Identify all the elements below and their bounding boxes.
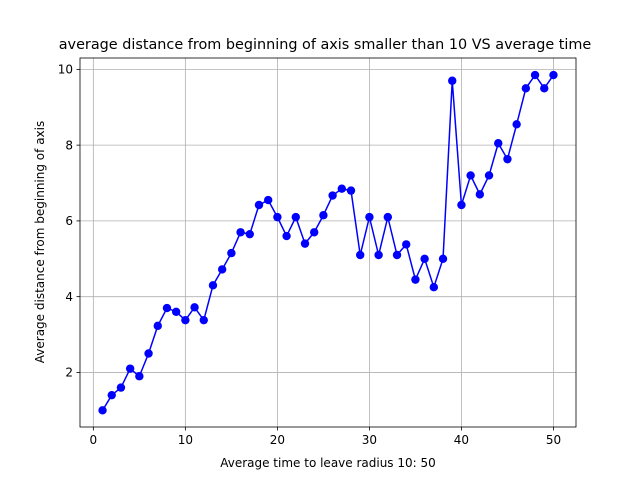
series-layer: [98, 70, 558, 415]
data-point: [273, 212, 282, 222]
data-point: [521, 84, 531, 93]
data-point: [448, 76, 457, 85]
y-tick-label: 10: [58, 63, 73, 77]
data-point: [392, 250, 402, 260]
data-point: [282, 231, 291, 241]
data-point: [530, 70, 540, 80]
data-point: [162, 303, 172, 313]
data-point: [383, 212, 393, 222]
plot-frame: [79, 57, 577, 428]
x-tick-label: 20: [270, 433, 285, 447]
x-tick-label: 10: [178, 433, 193, 447]
data-point: [263, 195, 273, 205]
data-point: [199, 315, 208, 325]
data-point: [420, 254, 429, 263]
data-point: [291, 212, 300, 222]
data-point: [135, 372, 144, 381]
data-point: [356, 250, 365, 260]
data-point: [402, 240, 411, 249]
x-axis-label: Average time to leave radius 10: 50: [220, 456, 436, 470]
y-tick-label: 4: [65, 290, 73, 304]
chart-title: average distance from beginning of axis …: [59, 37, 592, 53]
data-point: [153, 321, 162, 331]
data-point: [475, 190, 485, 199]
y-tick-label: 8: [65, 138, 73, 152]
data-point: [217, 265, 227, 274]
data-point: [374, 250, 383, 260]
data-point: [309, 228, 319, 237]
x-tick-label: 40: [454, 433, 469, 447]
grid: [80, 58, 576, 427]
data-point: [208, 281, 218, 290]
data-point: [319, 211, 328, 220]
data-point: [549, 70, 558, 80]
data-point: [457, 200, 466, 210]
data-point: [337, 184, 347, 193]
data-point: [144, 349, 153, 358]
data-point: [346, 186, 356, 195]
data-point: [328, 191, 337, 200]
data-point: [484, 171, 494, 180]
data-point: [190, 303, 199, 312]
y-tick-label: 2: [65, 366, 73, 380]
data-point: [125, 364, 135, 373]
data-point: [227, 248, 236, 258]
data-point: [540, 84, 549, 93]
data-point: [411, 275, 420, 284]
y-axis-label: Average distance from beginning of axis: [33, 121, 47, 363]
data-point: [98, 406, 107, 415]
data-point: [494, 139, 503, 148]
x-tick-label: 50: [546, 433, 561, 447]
data-point: [503, 154, 512, 164]
ticks: 0 10 20 30 40 50 2 4 6 8 10: [58, 63, 561, 447]
x-tick-label: 30: [362, 433, 377, 447]
x-tick-label: 0: [90, 433, 98, 447]
data-point: [236, 228, 245, 237]
data-point: [466, 171, 475, 180]
data-point: [365, 212, 374, 222]
data-point: [171, 307, 181, 317]
data-point: [254, 200, 264, 210]
data-point: [116, 383, 126, 392]
data-point: [245, 229, 254, 239]
data-point: [429, 283, 439, 292]
y-tick-label: 6: [65, 214, 73, 228]
data-point: [300, 239, 310, 248]
data-point: [181, 315, 190, 325]
data-point: [512, 120, 521, 129]
data-point: [438, 254, 448, 263]
data-point: [107, 390, 116, 400]
